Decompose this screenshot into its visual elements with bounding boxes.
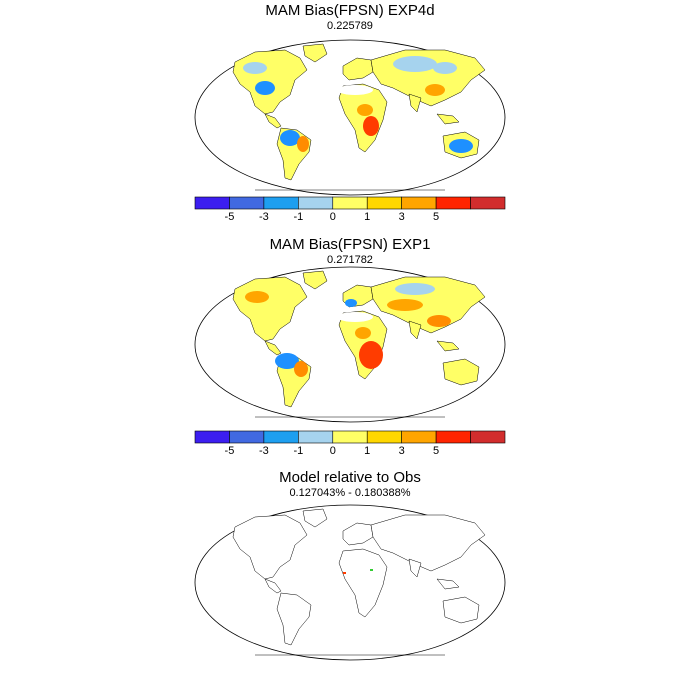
- map-panel-3: [194, 504, 506, 661]
- colorbar-tick-label: 3: [398, 211, 405, 223]
- colorbar-tick-label: 1: [364, 211, 371, 223]
- colorbar-swatch: [435, 196, 471, 210]
- colorbar-swatch: [366, 196, 402, 210]
- colorbar-swatch: [332, 196, 368, 210]
- colorbar-swatch: [229, 430, 265, 444]
- colorbar-swatch: [298, 196, 334, 210]
- colorbar-swatch: [366, 430, 402, 444]
- colorbar-tick-label: -5: [224, 445, 235, 457]
- colorbar-swatch: [194, 430, 230, 444]
- panel1-subtitle: 0.225789: [327, 20, 373, 32]
- colorbar-tick-label: -1: [293, 211, 304, 223]
- colorbar-1: [194, 196, 506, 210]
- colorbar-swatch: [263, 430, 299, 444]
- colorbar-swatch: [435, 430, 471, 444]
- colorbar-swatch: [194, 196, 230, 210]
- map-panel-2: [194, 266, 506, 423]
- colorbar-swatch: [470, 430, 506, 444]
- colorbar-swatch: [470, 196, 506, 210]
- colorbar-swatch: [401, 430, 437, 444]
- colorbar-tick-label: -3: [258, 211, 269, 223]
- panel3-subtitle: 0.127043% - 0.180388%: [289, 487, 411, 499]
- colorbar-swatch: [298, 430, 334, 444]
- colorbar-tick-label: 5: [433, 211, 440, 223]
- colorbar-tick-label: 0: [329, 211, 336, 223]
- colorbar-tick-label: 1: [364, 445, 371, 457]
- green-dot: [370, 569, 373, 571]
- map-panel-1: [194, 39, 506, 196]
- panel3-title: Model relative to Obs: [279, 469, 421, 486]
- colorbar-tick-label: -3: [258, 445, 269, 457]
- bias-patches-2: [245, 283, 451, 377]
- colorbar-swatch: [401, 196, 437, 210]
- colorbar-tick-label: -1: [293, 445, 304, 457]
- colorbar-tick-label: -5: [224, 211, 235, 223]
- bias-patches-1: [243, 56, 473, 153]
- colorbar-tick-label: 5: [433, 445, 440, 457]
- colorbar-swatch: [229, 196, 265, 210]
- colorbar-2: [194, 430, 506, 444]
- panel1-title: MAM Bias(FPSN) EXP4d: [265, 2, 435, 19]
- panel2-subtitle: 0.271782: [327, 254, 373, 266]
- red-dot: [343, 572, 346, 574]
- colorbar-tick-label: 3: [398, 445, 405, 457]
- colorbar-swatch: [332, 430, 368, 444]
- colorbar-swatch: [263, 196, 299, 210]
- colorbar-tick-label: 0: [329, 445, 336, 457]
- panel2-title: MAM Bias(FPSN) EXP1: [269, 236, 431, 253]
